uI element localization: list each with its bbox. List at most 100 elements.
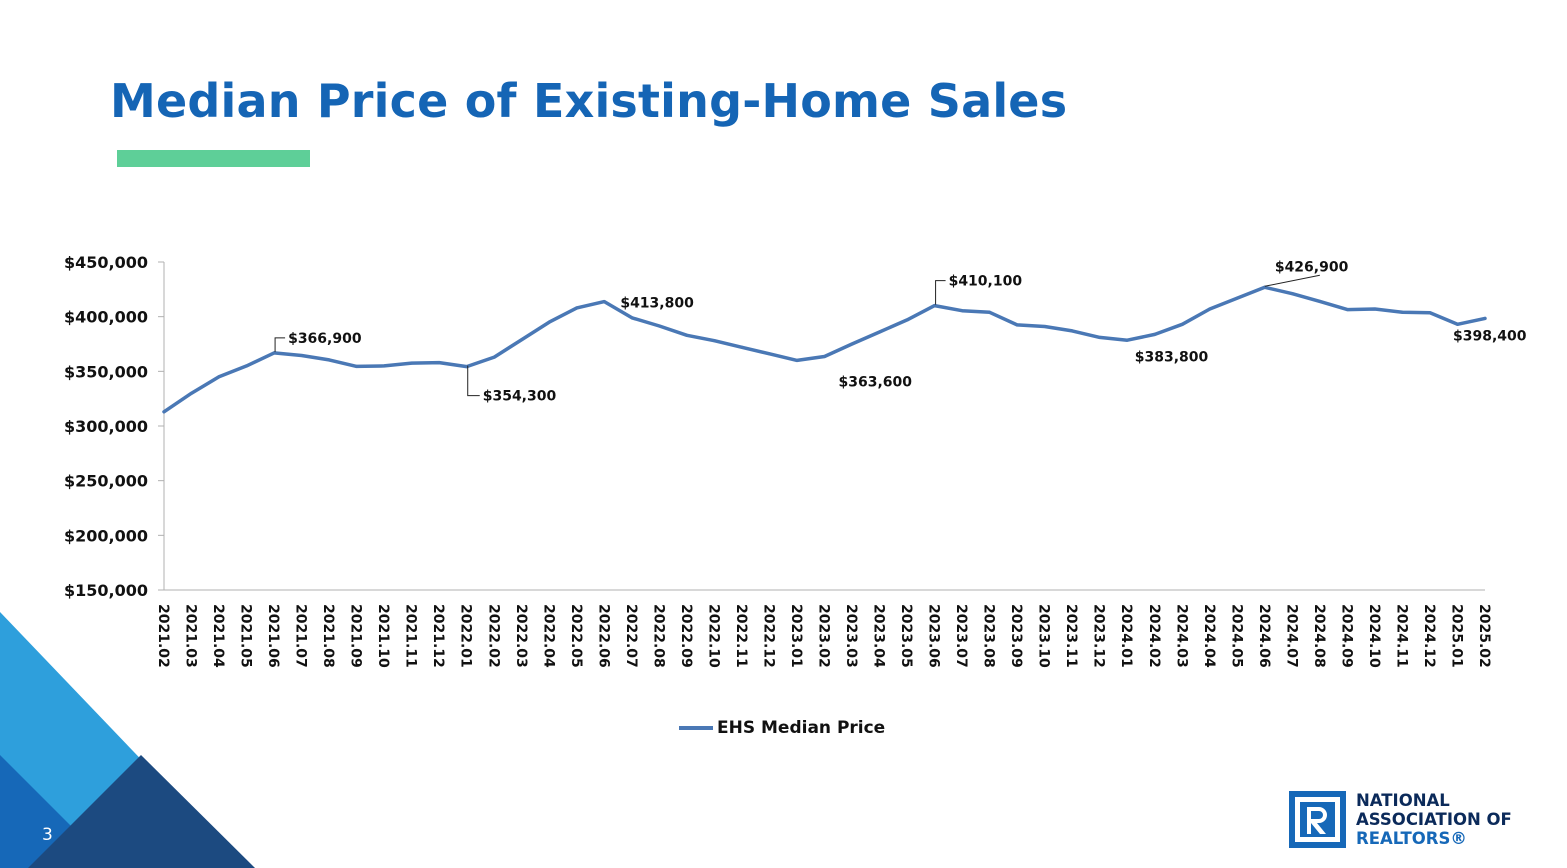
x-tick-label: 2024.06 <box>1256 604 1272 668</box>
data-point <box>327 358 331 362</box>
data-label-leader <box>274 337 286 352</box>
x-tick-label: 2024.12 <box>1421 604 1437 668</box>
x-tick-label: 2024.03 <box>1173 604 1189 668</box>
x-tick-label: 2023.05 <box>898 604 914 668</box>
data-point <box>162 410 166 414</box>
x-tick-label: 2024.05 <box>1228 604 1244 668</box>
x-tick-label: 2023.03 <box>843 604 859 668</box>
x-tick-label: 2022.01 <box>458 604 474 668</box>
x-tick-label: 2022.04 <box>540 604 556 668</box>
x-tick-label: 2021.04 <box>210 604 226 668</box>
data-point <box>630 316 634 320</box>
x-tick-label: 2021.09 <box>348 604 364 668</box>
x-tick-label: 2021.10 <box>375 604 391 668</box>
x-tick-label: 2022.02 <box>485 604 501 668</box>
nar-logo: NATIONAL ASSOCIATION OF REALTORS® <box>1289 791 1512 848</box>
data-point <box>933 304 937 308</box>
data-point <box>1015 323 1019 327</box>
data-point <box>190 391 194 395</box>
series-line-ehs-median-price <box>162 285 1487 414</box>
x-tick-label: 2022.10 <box>705 604 721 668</box>
data-point <box>272 351 276 355</box>
data-label-leader <box>467 365 480 397</box>
data-point <box>1290 292 1294 296</box>
data-point <box>245 364 249 368</box>
x-tick-label: 2024.09 <box>1338 604 1354 668</box>
x-tick-label: 2021.06 <box>265 604 281 668</box>
data-point <box>712 339 716 343</box>
data-label: $383,800 <box>1135 349 1209 365</box>
data-label-leader <box>1264 274 1320 287</box>
data-point <box>767 352 771 356</box>
corner-triangle-dark <box>28 755 255 868</box>
x-tick-label: 2022.06 <box>595 604 611 668</box>
data-label: $366,900 <box>288 331 362 347</box>
data-point <box>547 320 551 324</box>
x-tick-label: 2024.04 <box>1201 604 1217 668</box>
x-tick-label: 2021.11 <box>403 604 419 668</box>
data-point <box>878 330 882 334</box>
data-point <box>300 353 304 357</box>
data-point <box>1070 329 1074 333</box>
data-point <box>217 375 221 379</box>
x-tick-label: 2023.12 <box>1091 604 1107 668</box>
data-point <box>1455 322 1459 326</box>
data-label-layer: $366,900 $354,300 $413,800 $363,600 $410,100… <box>274 259 1527 405</box>
x-tick-label: 2022.08 <box>650 604 666 668</box>
legend-label: EHS Median Price <box>717 718 886 738</box>
x-tick-label: 2022.11 <box>733 604 749 668</box>
y-tick-label: $200,000 <box>64 526 148 545</box>
x-tick-label: 2021.12 <box>430 604 446 668</box>
x-tick-label: 2021.07 <box>293 604 309 668</box>
data-label: $363,600 <box>839 374 913 390</box>
data-point <box>685 333 689 337</box>
data-point <box>1428 311 1432 315</box>
x-tick-label: 2024.10 <box>1366 604 1382 668</box>
x-tick-label: 2023.10 <box>1036 604 1052 668</box>
x-tick-label: 2022.07 <box>623 604 639 668</box>
x-tick-label: 2024.08 <box>1311 604 1327 668</box>
x-tick-label: 2023.09 <box>1008 604 1024 668</box>
x-tick-label: 2023.01 <box>788 604 804 668</box>
x-tick-label: 2025.02 <box>1476 604 1492 668</box>
data-point <box>1125 338 1129 342</box>
data-point <box>1180 322 1184 326</box>
data-label: $413,800 <box>620 296 694 312</box>
y-tick-label: $150,000 <box>64 581 148 600</box>
data-point <box>1345 308 1349 312</box>
legend-swatch <box>679 726 713 730</box>
data-point <box>740 345 744 349</box>
data-point <box>410 361 414 365</box>
x-tick-label: 2021.03 <box>183 604 199 668</box>
x-tick-label: 2024.07 <box>1283 604 1299 668</box>
data-point <box>492 355 496 359</box>
data-label: $410,100 <box>949 274 1023 290</box>
y-axis: $450,000 $400,000 $350,000 $300,000 $250,000… <box>64 253 165 600</box>
x-tick-label: 2022.12 <box>760 604 776 668</box>
chart-legend: EHS Median Price <box>679 718 885 738</box>
x-tick-label: 2023.02 <box>816 604 832 668</box>
data-point <box>1098 335 1102 339</box>
logo-line-3: REALTORS® <box>1356 829 1467 848</box>
data-point <box>905 318 909 322</box>
x-tick-label: 2024.11 <box>1393 604 1409 668</box>
x-tick-label: 2021.02 <box>155 604 171 668</box>
y-tick-label: $450,000 <box>64 253 148 272</box>
x-axis: 2021.02 2021.03 2021.04 2021.05 2021.06 2021.… <box>155 589 1492 668</box>
data-point <box>850 342 854 346</box>
x-tick-label: 2021.05 <box>238 604 254 668</box>
x-tick-label: 2022.09 <box>678 604 694 668</box>
data-point <box>1235 296 1239 300</box>
corner-decoration <box>0 612 255 868</box>
x-tick-label: 2025.01 <box>1448 604 1464 668</box>
data-point <box>1043 325 1047 329</box>
data-point <box>1208 307 1212 311</box>
data-point <box>1483 316 1487 320</box>
data-point <box>1318 299 1322 303</box>
y-tick-label: $300,000 <box>64 417 148 436</box>
page-title: Median Price of Existing-Home Sales <box>110 74 1068 128</box>
x-tick-label: 2023.04 <box>871 604 887 668</box>
data-point <box>1400 310 1404 314</box>
x-tick-label: 2021.08 <box>320 604 336 668</box>
